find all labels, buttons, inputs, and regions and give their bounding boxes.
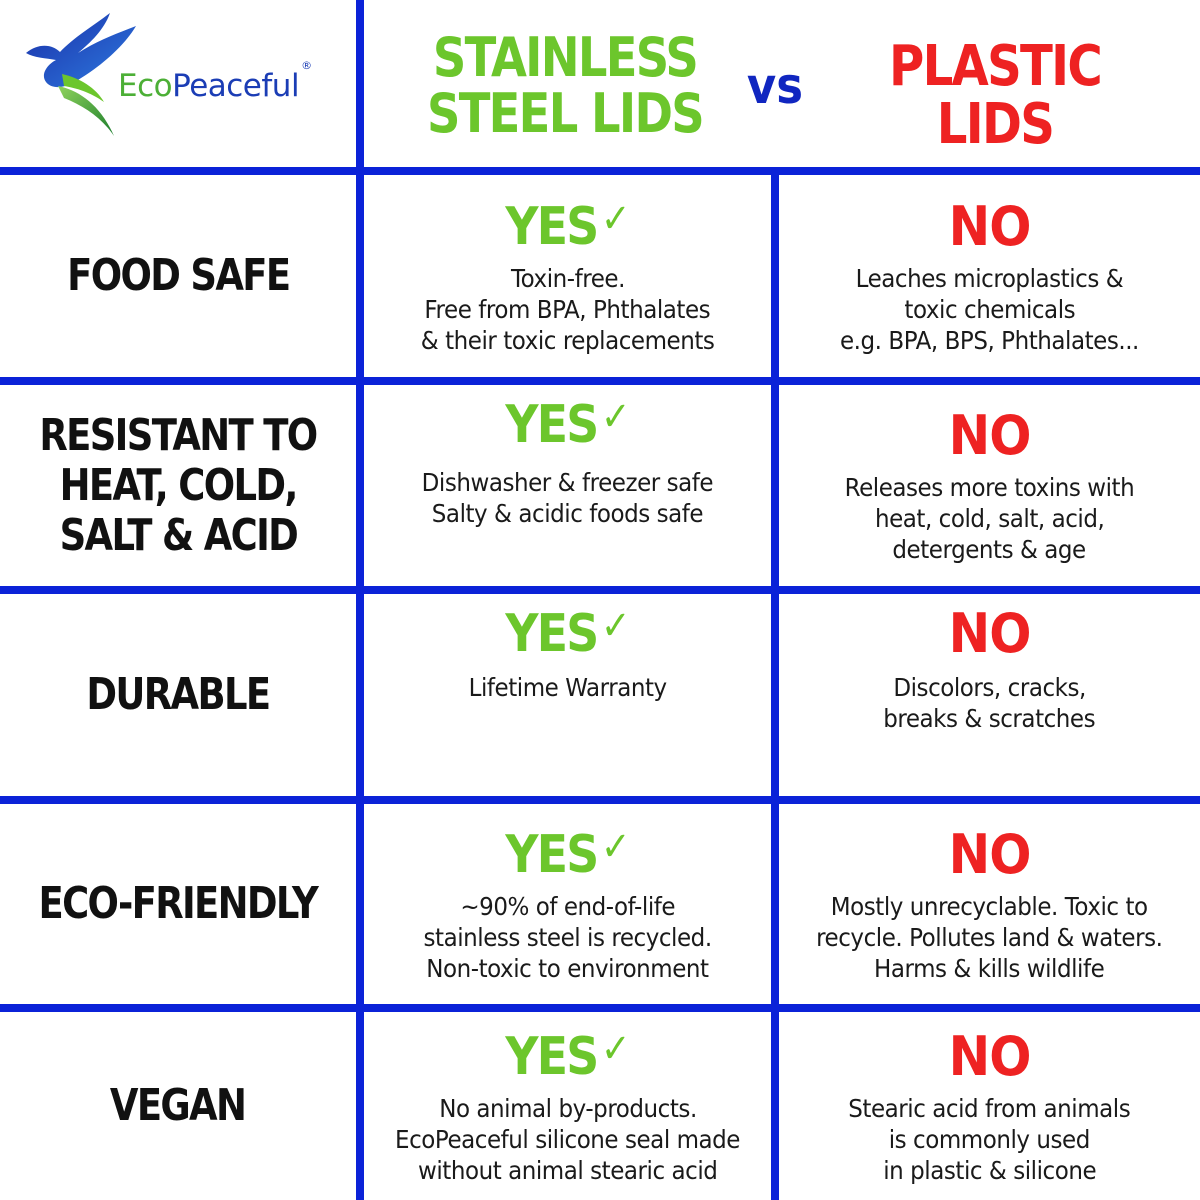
description-line: & their toxic replacements bbox=[420, 325, 715, 355]
row-label-text: VEGAN bbox=[110, 1080, 247, 1131]
steel-cell-eco-friendly: YES ✓ ~90% of end-of-life stainless steel… bbox=[364, 804, 771, 1004]
description-line: stainless steel is recycled. bbox=[423, 922, 712, 952]
plastic-cell-eco-friendly: NO Mostly unrecyclable. Toxic to recycle… bbox=[779, 804, 1200, 1004]
description-line: ~90% of end-of-life bbox=[460, 891, 675, 921]
brand-logo: EcoPeaceful® bbox=[0, 0, 357, 167]
row-label-eco-friendly: ECO-FRIENDLY bbox=[0, 804, 356, 1004]
steel-cell-food-safe: YES ✓ Toxin-free. Free from BPA, Phthalat… bbox=[364, 175, 771, 377]
grid-line-horizontal-1 bbox=[0, 167, 1200, 175]
description-line: heat, cold, salt, acid, bbox=[874, 504, 1105, 533]
header-steel-line1: STAINLESS bbox=[432, 26, 699, 89]
grid-line-horizontal-3 bbox=[0, 586, 1200, 594]
plastic-cell-vegan: NO Stearic acid from animals is commonly… bbox=[779, 1012, 1200, 1200]
row-label-text: ECO-FRIENDLY bbox=[38, 878, 319, 929]
description-line: EcoPeaceful silicone seal made bbox=[394, 1124, 740, 1154]
steel-cell-durable: YES ✓ Lifetime Warranty bbox=[364, 594, 771, 796]
description-line: without animal stearic acid bbox=[417, 1155, 718, 1185]
description-line: Stearic acid from animals bbox=[848, 1093, 1131, 1123]
verdict-no: NO bbox=[948, 404, 1032, 467]
verdict-yes: YES ✓ bbox=[505, 603, 631, 664]
registered-mark: ® bbox=[301, 58, 312, 72]
verdict-no: NO bbox=[948, 194, 1032, 258]
description-line: in plastic & silicone bbox=[883, 1155, 1096, 1185]
brand-name: EcoPeaceful® bbox=[118, 59, 312, 104]
description-line: Releases more toxins with bbox=[844, 473, 1135, 502]
description-line: detergents & age bbox=[892, 535, 1087, 564]
description-line: Non-toxic to environment bbox=[426, 953, 709, 983]
plastic-cell-food-safe: NO Leaches microplastics & toxic chemica… bbox=[779, 175, 1200, 377]
grid-line-vertical-2 bbox=[771, 168, 779, 1200]
row-label-text: DURABLE bbox=[86, 669, 272, 720]
row-label-food-safe: FOOD SAFE bbox=[0, 175, 356, 377]
description-line: is commonly used bbox=[888, 1124, 1091, 1154]
grid-line-horizontal-2 bbox=[0, 377, 1200, 385]
description-line: Leaches microplastics & bbox=[855, 263, 1124, 293]
description-line: Discolors, cracks, bbox=[893, 673, 1086, 702]
header-plastic-lids: PLASTIC LIDS bbox=[857, 38, 1132, 154]
description-line: breaks & scratches bbox=[883, 704, 1096, 733]
verdict-yes: YES ✓ bbox=[505, 394, 631, 455]
steel-cell-resistant: YES ✓ Dishwasher & freezer safe Salty & a… bbox=[364, 385, 771, 586]
checkmark-icon: ✓ bbox=[601, 1025, 630, 1072]
row-label-text: HEAT, COLD, bbox=[59, 459, 298, 511]
row-label-resistant: RESISTANT TO HEAT, COLD, SALT & ACID bbox=[0, 385, 356, 586]
header-stainless-steel-lids: STAINLESS STEEL LIDS bbox=[419, 30, 711, 142]
description-line: toxic chemicals bbox=[904, 294, 1075, 324]
checkmark-icon: ✓ bbox=[601, 394, 630, 440]
brand-name-peaceful: Peaceful bbox=[172, 68, 300, 104]
description-line: No animal by-products. bbox=[438, 1093, 697, 1123]
checkmark-icon: ✓ bbox=[601, 603, 630, 649]
row-label-text: SALT & ACID bbox=[59, 509, 298, 561]
description-line: Harms & kills wildlife bbox=[874, 953, 1105, 983]
row-label-durable: DURABLE bbox=[0, 594, 356, 796]
description-line: e.g. BPA, BPS, Phthalates... bbox=[840, 325, 1139, 355]
description-line: Lifetime Warranty bbox=[468, 673, 667, 702]
grid-line-horizontal-5 bbox=[0, 1004, 1200, 1012]
verdict-no: NO bbox=[948, 1024, 1032, 1088]
verdict-yes: YES ✓ bbox=[505, 823, 631, 885]
description-line: Dishwasher & freezer safe bbox=[421, 468, 714, 497]
plastic-cell-resistant: NO Releases more toxins with heat, cold,… bbox=[779, 385, 1200, 586]
grid-line-vertical-1 bbox=[356, 0, 364, 1200]
dove-leaf-icon bbox=[26, 13, 136, 136]
row-label-text: RESISTANT TO bbox=[39, 409, 318, 461]
row-label-vegan: VEGAN bbox=[0, 1012, 356, 1200]
steel-cell-vegan: YES ✓ No animal by-products. EcoPeaceful … bbox=[364, 1012, 771, 1200]
description-line: Free from BPA, Phthalates bbox=[424, 294, 711, 324]
header-plastic-line1: PLASTIC bbox=[888, 34, 1103, 99]
description-line: recycle. Pollutes land & waters. bbox=[816, 922, 1163, 952]
brand-name-eco: Eco bbox=[118, 68, 173, 104]
header-plastic-line2: LIDS bbox=[936, 92, 1055, 157]
description-line: Salty & acidic foods safe bbox=[431, 499, 704, 528]
description-line: Mostly unrecyclable. Toxic to bbox=[831, 891, 1148, 921]
header-versus: vs bbox=[746, 57, 804, 115]
verdict-yes: YES ✓ bbox=[505, 1025, 631, 1087]
grid-line-horizontal-4 bbox=[0, 796, 1200, 804]
row-label-text: FOOD SAFE bbox=[66, 250, 291, 301]
checkmark-icon: ✓ bbox=[601, 823, 630, 870]
checkmark-icon: ✓ bbox=[601, 195, 630, 242]
description-line: Toxin-free. bbox=[510, 263, 625, 293]
verdict-no: NO bbox=[948, 822, 1032, 886]
plastic-cell-durable: NO Discolors, cracks, breaks & scratches bbox=[779, 594, 1200, 796]
verdict-yes: YES ✓ bbox=[505, 195, 631, 257]
verdict-no: NO bbox=[948, 602, 1032, 665]
header-steel-line2: STEEL LIDS bbox=[426, 82, 705, 145]
